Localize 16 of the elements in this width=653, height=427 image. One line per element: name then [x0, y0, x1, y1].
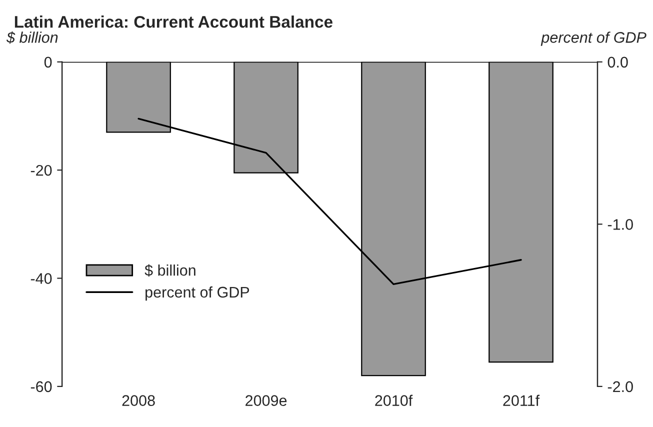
y-tick-label: -20 — [30, 164, 52, 176]
y2-tick-label: 0.0 — [608, 56, 628, 68]
y-tick-label: 0 — [44, 56, 52, 68]
x-tick-label: 2010f — [375, 394, 413, 406]
y-axis-title: $ billion — [6, 31, 58, 44]
y2-tick-label: -2.0 — [608, 381, 633, 392]
x-tick-label: 2009e — [246, 395, 287, 406]
y2-tick-label: -1.0 — [608, 219, 633, 230]
legend-label: percent of GDP — [146, 286, 250, 301]
y-tick-label: -40 — [30, 273, 52, 284]
y2-axis-title: percent of GDP — [540, 32, 646, 46]
y-tick-label: -60 — [30, 381, 52, 392]
x-tick-label: 2008 — [122, 395, 155, 406]
legend-label: $ billion — [144, 264, 196, 277]
x-tick-label: 2011f — [503, 394, 540, 406]
chart-title: Latin America: Current Account Balance — [14, 16, 332, 28]
